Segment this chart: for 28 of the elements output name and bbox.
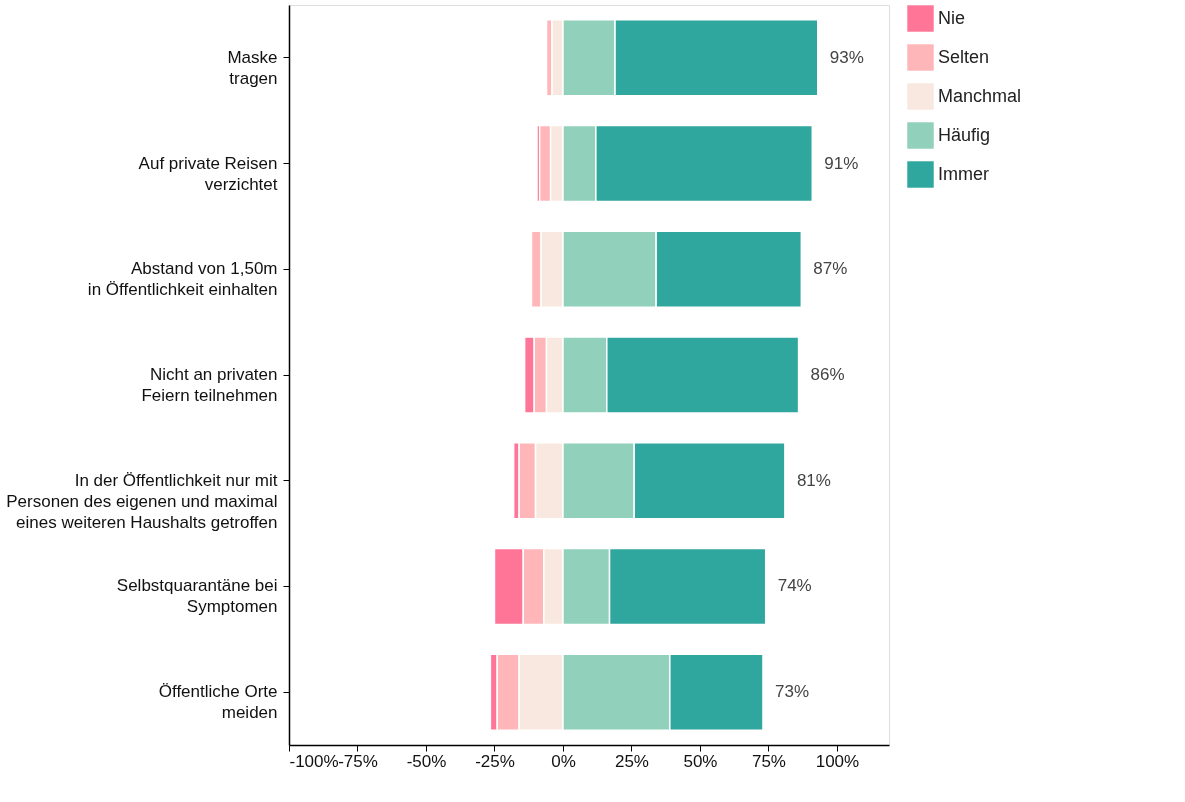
x-tick-label: -50% xyxy=(406,751,447,771)
y-tick-label: Öffentliche Orte meiden xyxy=(158,682,278,723)
legend-label: Manchmal xyxy=(938,85,1022,106)
x-tick-label: 75% xyxy=(751,751,786,771)
annotation: 86% xyxy=(810,365,845,384)
y-tick-label: Nicht an privaten Feiern teilnehmen xyxy=(141,365,278,405)
annotation: 73% xyxy=(774,682,809,702)
annotation: 81% xyxy=(796,470,831,490)
annotation: 87% xyxy=(813,259,848,279)
annotation: 74% xyxy=(777,576,812,596)
x-tick-label: -25% xyxy=(475,751,515,771)
legend-label: Nie xyxy=(938,7,966,28)
y-tick-label: In der Öffentlichkeit nur mit Personen des eigenen und maximal eines weiteren Haushalts getroffen xyxy=(6,470,278,532)
annotation: 93% xyxy=(829,47,864,67)
y-tick-label: Auf private Reisen verzichtet xyxy=(138,153,278,194)
x-tick-label: 50% xyxy=(683,751,718,771)
annotation: 91% xyxy=(824,153,859,173)
y-tick-label: Selbstquarantäne bei Symptomen xyxy=(116,576,278,617)
x-tick-label: 25% xyxy=(614,751,649,771)
x-tick-label: -100% xyxy=(289,751,339,771)
x-tick-label: 100% xyxy=(815,751,860,771)
legend-label: Immer xyxy=(938,163,989,184)
x-tick-label: -75% xyxy=(338,751,378,771)
y-tick-label: Abstand von 1,50m in Öffentlichkeit einhalten xyxy=(87,259,278,300)
y-tick-label: Maske tragen xyxy=(227,47,278,88)
legend-label: Häufig xyxy=(938,124,991,145)
legend-label: Selten xyxy=(938,46,990,67)
x-tick-label: 0% xyxy=(551,751,576,771)
